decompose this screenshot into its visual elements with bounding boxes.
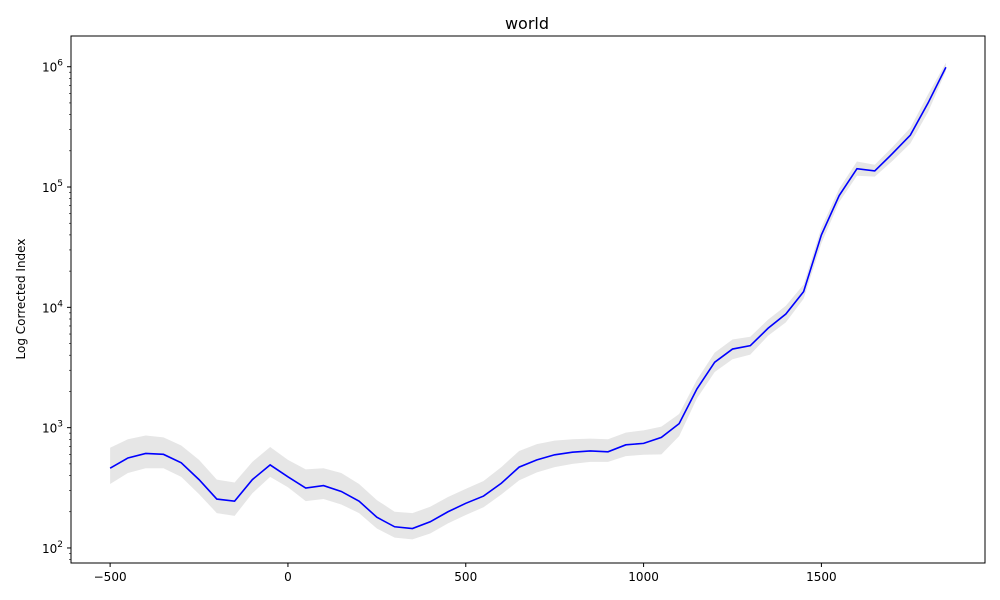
y-tick-label: 106 bbox=[42, 59, 63, 75]
x-axis: −500 0 500 1000 1500 bbox=[94, 563, 837, 584]
x-tick-label: 500 bbox=[454, 570, 477, 584]
confidence-band bbox=[110, 62, 946, 540]
series-line bbox=[109, 66, 947, 530]
plot-area bbox=[109, 62, 947, 540]
y-tick-label: 104 bbox=[42, 299, 63, 315]
y-axis: 102 103 104 105 106 bbox=[42, 59, 71, 560]
y-tick-label: 102 bbox=[42, 540, 63, 556]
chart-title: world bbox=[505, 14, 549, 33]
plot-frame bbox=[70, 35, 986, 564]
y-tick-label: 103 bbox=[42, 420, 63, 436]
y-axis-label: Log Corrected Index bbox=[14, 239, 28, 360]
x-tick-label: 1500 bbox=[806, 570, 837, 584]
x-tick-label: 0 bbox=[284, 570, 292, 584]
y-tick-label: 105 bbox=[42, 179, 63, 195]
x-tick-label: −500 bbox=[94, 570, 127, 584]
x-tick-label: 1000 bbox=[628, 570, 659, 584]
